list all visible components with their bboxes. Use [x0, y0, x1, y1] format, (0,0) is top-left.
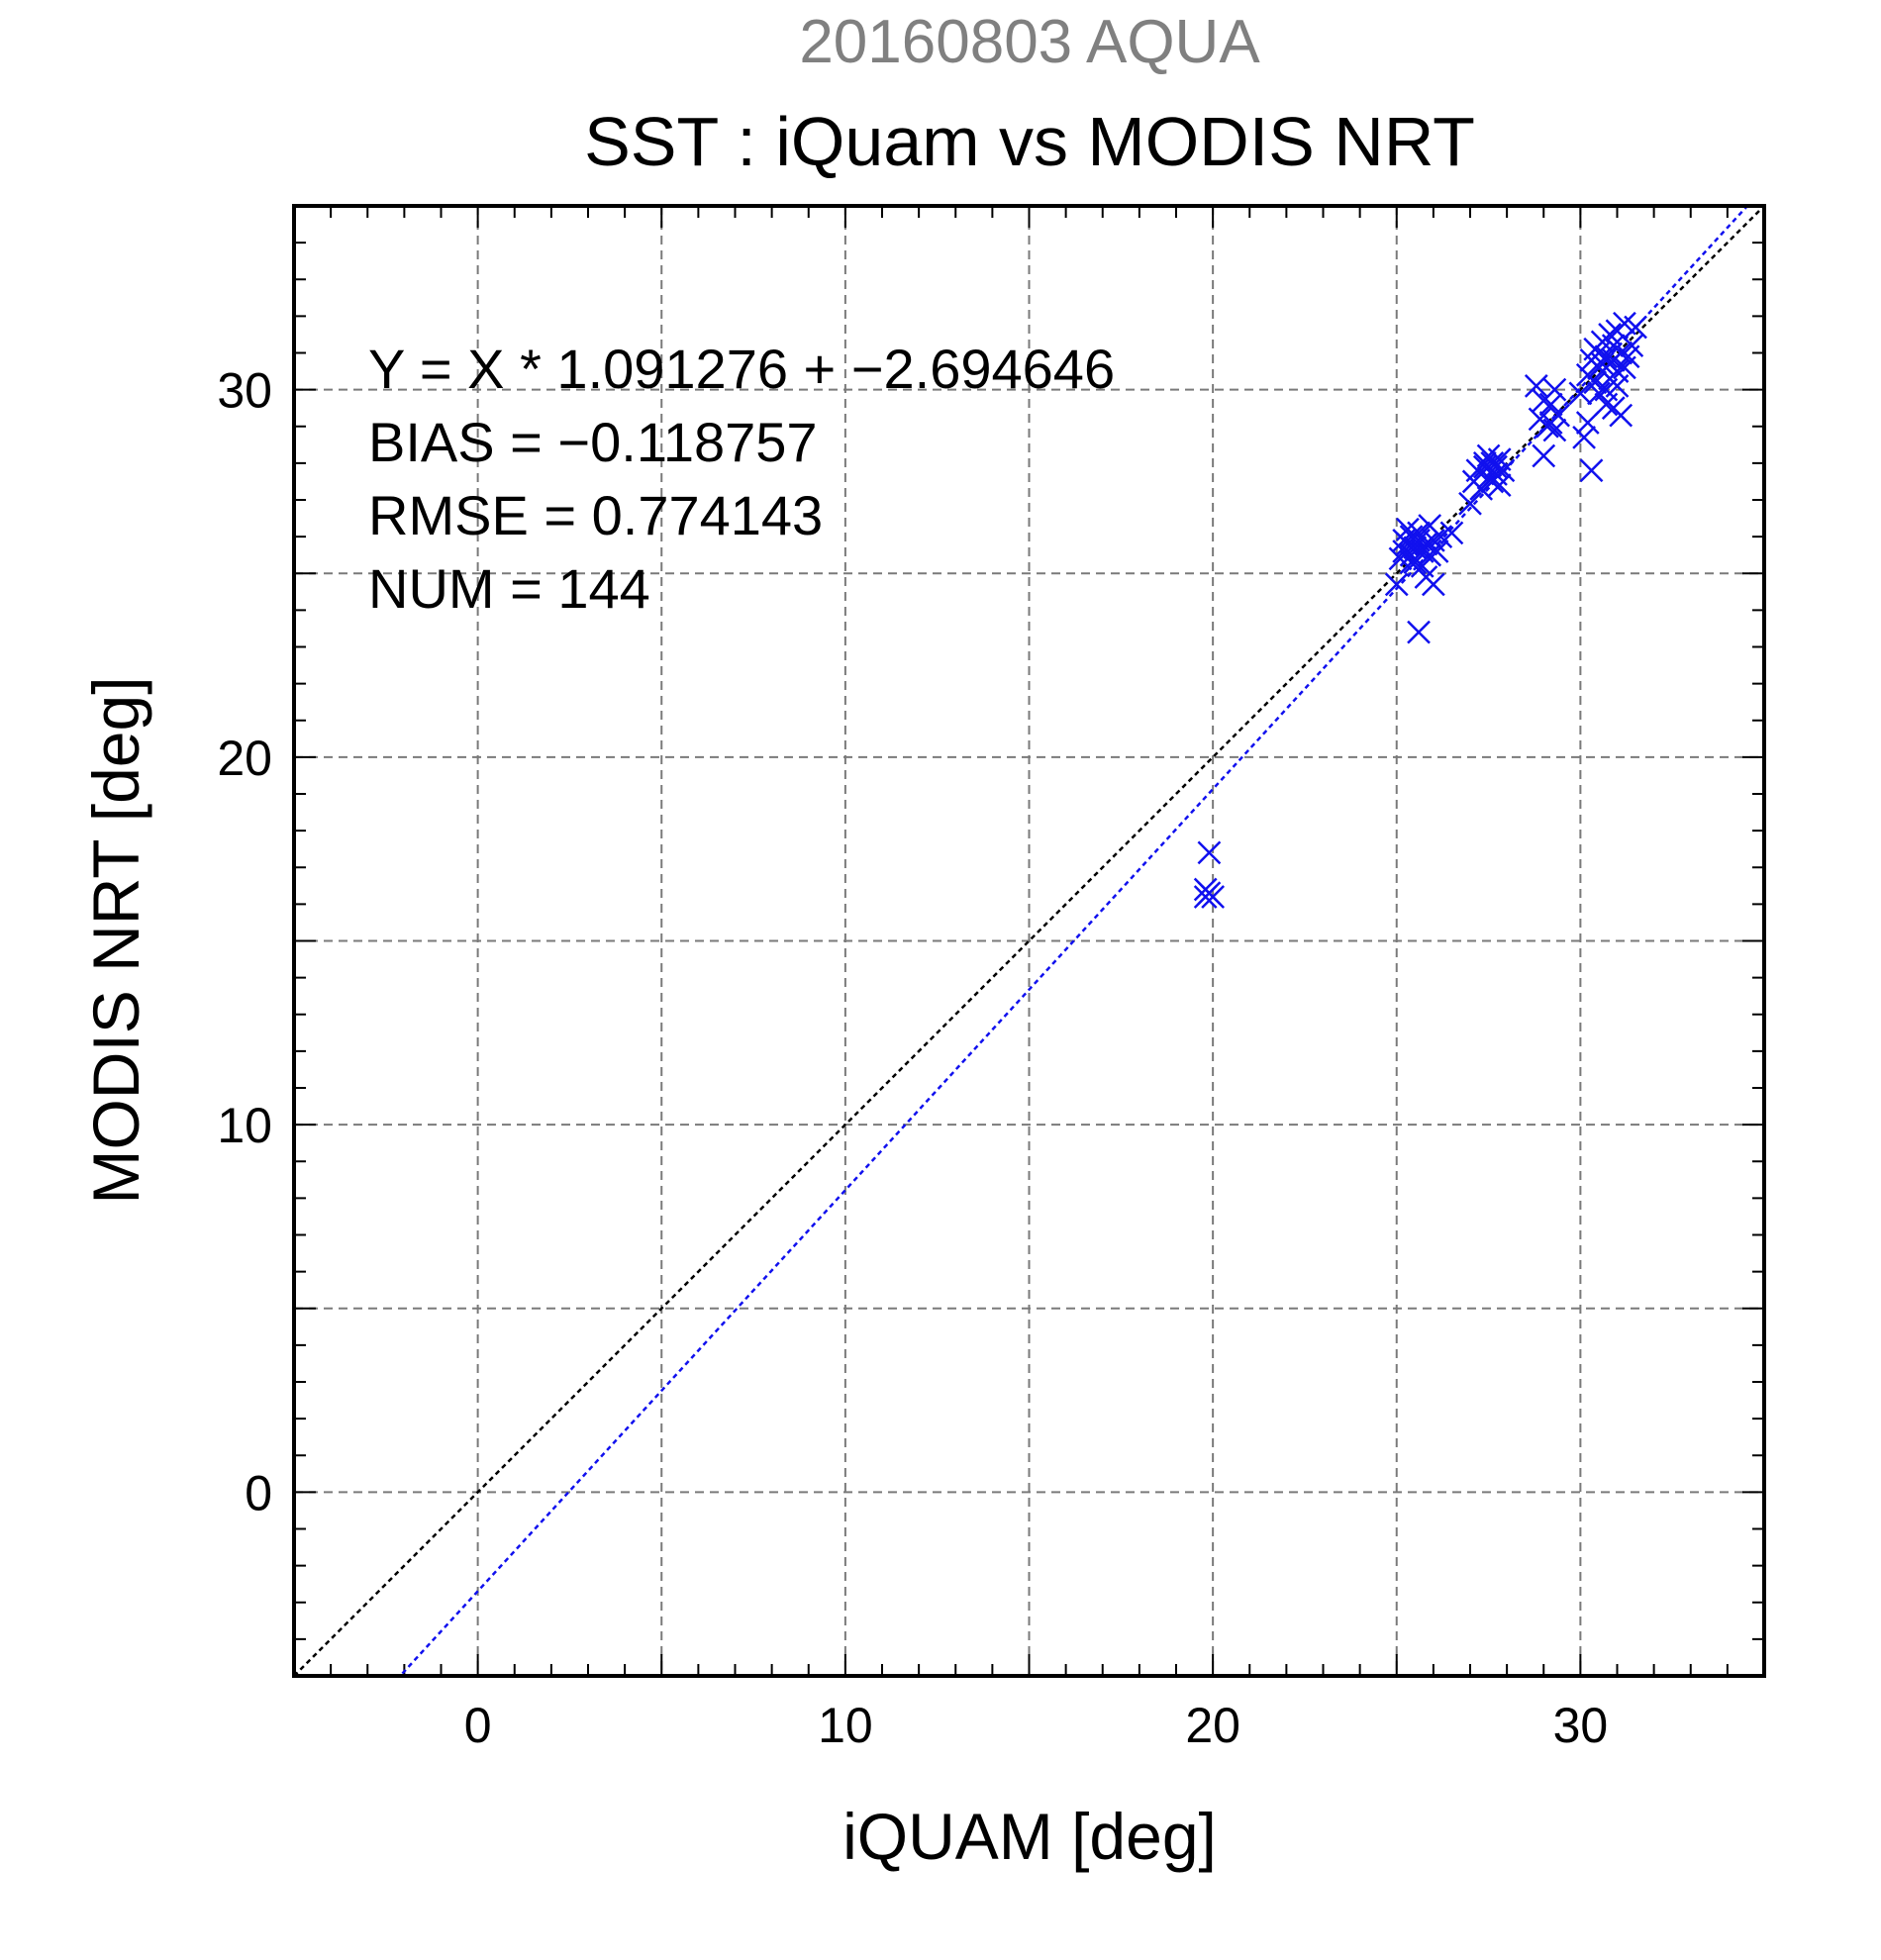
scatter-point: [1197, 840, 1222, 865]
y-tick-label: 10: [217, 1098, 272, 1153]
stats-annotation: Y = X * 1.091276 + −2.694646 BIAS = −0.1…: [368, 338, 1115, 620]
scatter-point: [1624, 315, 1647, 340]
y-tick-label: 20: [217, 731, 272, 786]
identity-line: [294, 206, 1764, 1676]
scatter-point: [1439, 521, 1464, 545]
stats-num: NUM = 144: [368, 557, 650, 620]
stats-bias: BIAS = −0.118757: [368, 411, 818, 473]
scatter-point: [1399, 550, 1424, 574]
scatter-point: [1594, 344, 1619, 369]
scatter-point: [1568, 381, 1593, 406]
x-tick-label: 30: [1553, 1698, 1609, 1753]
scatter-point: [1384, 572, 1409, 597]
regression-line: [398, 206, 1749, 1676]
scatter-point: [1484, 454, 1508, 479]
chart-title: SST : iQuam vs MODIS NRT: [584, 103, 1475, 180]
scatter-point: [1524, 374, 1548, 398]
stats-equation: Y = X * 1.091276 + −2.694646: [368, 338, 1115, 400]
scatter-point: [1538, 411, 1563, 435]
plot-frame: [292, 204, 1766, 1678]
scatter-point: [1594, 392, 1619, 417]
stats-rmse: RMSE = 0.774143: [368, 484, 823, 546]
scatter-point: [1601, 334, 1626, 357]
scatter-point: [1572, 426, 1596, 449]
point-layer: [1193, 311, 1647, 909]
scatter-point: [1605, 359, 1630, 383]
scatter-point: [1418, 542, 1442, 567]
scatter-point: [1201, 885, 1226, 909]
scatter-point: [1407, 620, 1431, 644]
scatter-point: [1575, 411, 1600, 435]
scatter-point: [1425, 539, 1449, 563]
y-tick-label: 0: [245, 1465, 272, 1520]
scatter-point: [1392, 528, 1417, 552]
scatter-point: [1532, 388, 1556, 413]
x-tick-label: 20: [1185, 1698, 1240, 1753]
scatter-point: [1620, 334, 1644, 357]
scatter-point: [1487, 473, 1512, 498]
scatter-point: [1590, 351, 1615, 376]
scatter-point: [1403, 550, 1428, 574]
scatter-point: [1579, 458, 1604, 483]
scatter-point: [1609, 403, 1634, 428]
scatter-point: [1193, 885, 1218, 909]
scatter-point: [1538, 392, 1563, 417]
scatter-point: [1421, 572, 1445, 597]
scatter-point: [1542, 418, 1567, 442]
x-tick-label: 10: [818, 1698, 873, 1753]
scatter-point: [1532, 443, 1556, 468]
line-layer: [294, 206, 1764, 1676]
y-tick-label: 30: [217, 363, 272, 419]
chart-supertitle: 20160803 AQUA: [799, 8, 1260, 76]
tick-label-layer: 0 10 20 30 0 10 20 30: [217, 363, 1608, 1753]
scatter-point: [1491, 458, 1516, 483]
grid-layer: [294, 206, 1764, 1676]
y-axis-label: MODIS NRT [deg]: [79, 676, 152, 1204]
scatter-point: [1407, 521, 1431, 545]
x-tick-label: 0: [464, 1698, 492, 1753]
scatter-point: [1458, 491, 1482, 516]
x-axis-label: iQUAM [deg]: [842, 1800, 1217, 1873]
